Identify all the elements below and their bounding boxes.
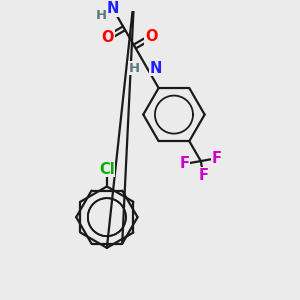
Text: N: N bbox=[106, 1, 119, 16]
Text: H: H bbox=[95, 9, 106, 22]
Text: F: F bbox=[199, 168, 208, 183]
Text: O: O bbox=[145, 29, 158, 44]
Text: O: O bbox=[101, 30, 114, 45]
Text: Cl: Cl bbox=[99, 162, 115, 177]
Text: F: F bbox=[212, 151, 222, 166]
Text: N: N bbox=[150, 61, 162, 76]
Text: H: H bbox=[128, 61, 140, 75]
Text: F: F bbox=[180, 156, 190, 171]
